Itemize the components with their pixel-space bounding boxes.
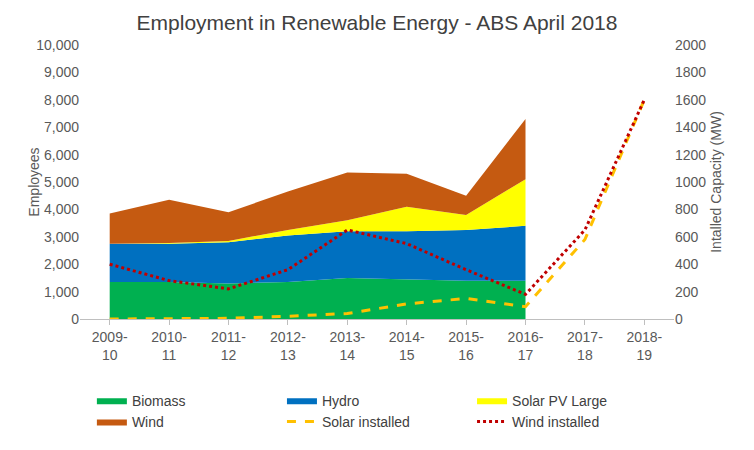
svg-text:5,000: 5,000 [44,174,79,190]
svg-text:1600: 1600 [675,92,706,108]
svg-text:800: 800 [675,201,699,217]
svg-text:Biomass: Biomass [132,393,186,409]
svg-text:2014-15: 2014-15 [389,329,425,363]
svg-text:Employment in Renewable Energy: Employment in Renewable Energy - ABS Apr… [137,11,618,34]
svg-text:Employees: Employees [26,147,42,216]
svg-text:Solar PV Large: Solar PV Large [512,393,607,409]
svg-text:Wind installed: Wind installed [512,414,599,430]
svg-text:1,000: 1,000 [44,284,79,300]
svg-text:2,000: 2,000 [44,256,79,272]
svg-text:2009-10: 2009-10 [92,329,128,363]
svg-text:7,000: 7,000 [44,119,79,135]
svg-text:1800: 1800 [675,64,706,80]
svg-text:2000: 2000 [675,37,706,53]
svg-text:1000: 1000 [675,174,706,190]
svg-text:10,000: 10,000 [36,37,79,53]
svg-text:0: 0 [71,311,79,327]
svg-text:2017-18: 2017-18 [567,329,603,363]
svg-text:6,000: 6,000 [44,147,79,163]
svg-text:1200: 1200 [675,147,706,163]
svg-text:3,000: 3,000 [44,229,79,245]
svg-text:2010-11: 2010-11 [151,329,187,363]
svg-text:2015-16: 2015-16 [448,329,484,363]
svg-text:1400: 1400 [675,119,706,135]
svg-text:8,000: 8,000 [44,92,79,108]
svg-text:200: 200 [675,284,699,300]
svg-text:2012-13: 2012-13 [270,329,306,363]
svg-text:2011-12: 2011-12 [211,329,246,363]
svg-text:Wind: Wind [132,414,164,430]
svg-text:0: 0 [675,311,683,327]
svg-text:2013-14: 2013-14 [329,329,365,363]
svg-text:Intalled Capacity (MW): Intalled Capacity (MW) [708,111,724,253]
svg-text:4,000: 4,000 [44,201,79,217]
svg-text:400: 400 [675,256,699,272]
svg-text:2016-17: 2016-17 [508,329,544,363]
svg-text:Hydro: Hydro [322,393,360,409]
svg-text:9,000: 9,000 [44,64,79,80]
svg-text:600: 600 [675,229,699,245]
svg-text:2018-19: 2018-19 [626,329,662,363]
svg-text:Solar installed: Solar installed [322,414,410,430]
